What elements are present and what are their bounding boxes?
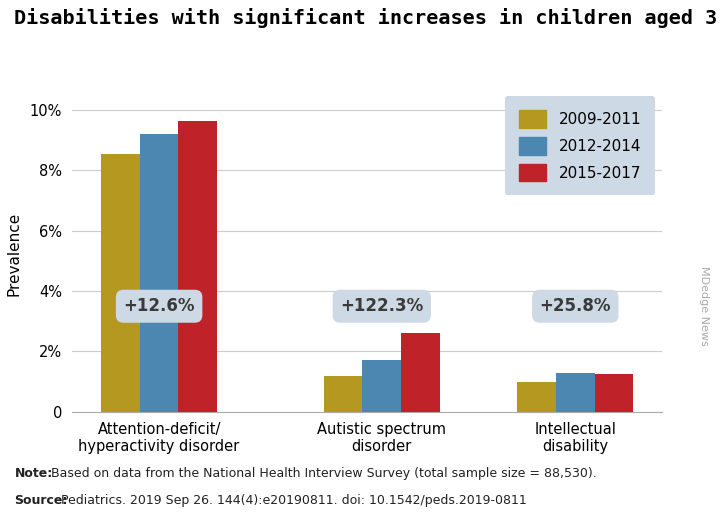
Bar [179,121,217,412]
Bar [101,154,140,412]
Text: Pediatrics. 2019 Sep 26. 144(4):e20190811. doi: 10.1542/peds.2019-0811: Pediatrics. 2019 Sep 26. 144(4):e2019081… [57,494,526,507]
Bar [595,374,634,412]
Bar [324,375,362,412]
Text: Note:: Note: [14,467,53,480]
Y-axis label: Prevalence: Prevalence [6,211,22,296]
Text: +122.3%: +122.3% [340,297,423,315]
Bar [140,134,179,412]
Legend: 2009-2011, 2012-2014, 2015-2017: 2009-2011, 2012-2014, 2015-2017 [505,96,654,195]
Text: Disabilities with significant increases in children aged 3-17 years: Disabilities with significant increases … [14,8,720,28]
Bar [517,382,556,412]
Text: Based on data from the National Health Interview Survey (total sample size = 88,: Based on data from the National Health I… [47,467,597,480]
Text: Source:: Source: [14,494,68,507]
Bar [556,373,595,412]
Bar [401,333,440,412]
Bar [362,360,401,412]
Text: +25.8%: +25.8% [539,297,611,315]
Text: +12.6%: +12.6% [123,297,195,315]
Text: MDedge News: MDedge News [699,266,709,346]
